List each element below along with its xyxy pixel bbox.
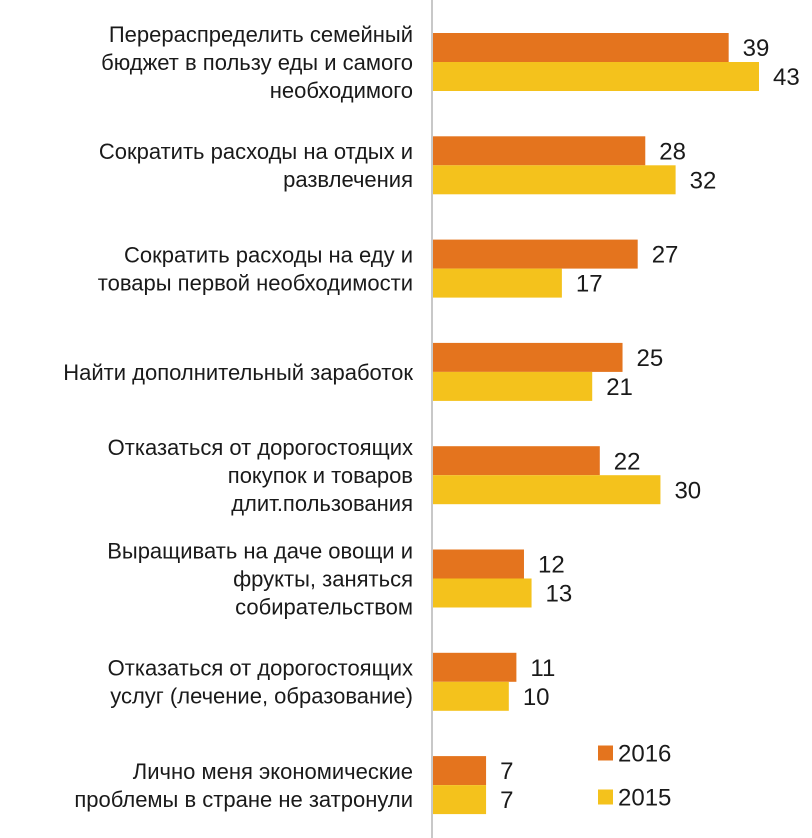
category-label: Найти дополнительный заработок [63, 360, 413, 385]
bar-2015 [433, 371, 593, 401]
category-label-line: бюджет в пользу еды и самого [101, 50, 413, 75]
category-label-line: Отказаться от дорогостоящих [108, 656, 413, 681]
data-label-2015: 21 [606, 374, 633, 401]
category-label-line: Лично меня экономические [133, 759, 413, 784]
category-label-line: Выращивать на даче овощи и [107, 538, 413, 563]
category-label: Выращивать на даче овощи и фрукты, занять… [107, 538, 413, 619]
data-label-2015: 10 [523, 684, 550, 711]
legend-label-2016: 2016 [618, 741, 671, 768]
data-label-2016: 25 [637, 345, 664, 372]
bar-2015 [433, 268, 562, 298]
category-label: Перераспределить семейный бюджет в пользу… [101, 22, 413, 103]
data-label-2016: 22 [614, 448, 641, 475]
bar-2016 [433, 446, 600, 476]
category-label-line: Сократить расходы на отдых и [99, 139, 413, 164]
bar-2016 [433, 342, 623, 372]
data-label-2016: 28 [659, 138, 686, 165]
category-label-line: необходимого [270, 78, 413, 103]
bar-2015 [433, 681, 509, 711]
bar-2016 [433, 652, 517, 682]
data-label-2015: 17 [576, 271, 603, 298]
data-label-2016: 39 [743, 35, 770, 62]
bar-2015 [433, 62, 759, 91]
bar-2016 [433, 549, 524, 579]
data-label-2015: 7 [500, 787, 513, 814]
data-label-2016: 27 [652, 242, 679, 269]
category-label-line: услуг (лечение, образование) [110, 684, 413, 709]
bar-2015 [433, 785, 487, 815]
bar-2015 [433, 578, 532, 608]
bar-2016 [433, 33, 729, 62]
category-label: Сократить расходы на отдых и развлечения [99, 139, 413, 192]
category-label-line: Перераспределить семейный [109, 22, 413, 47]
category-label: Отказаться от дорогостоящих услуг (лечени… [108, 656, 413, 709]
data-label-2015: 43 [773, 64, 800, 91]
bar-2016 [433, 756, 487, 786]
category-label: Сократить расходы на еду и товары первой … [98, 243, 413, 296]
category-label-line: собирательством [235, 594, 413, 619]
data-label-2015: 13 [546, 581, 573, 608]
category-label-line: товары первой необходимости [98, 271, 413, 296]
category-label-line: длит.пользования [231, 491, 413, 516]
data-label-2016: 12 [538, 552, 565, 579]
category-label-line: Найти дополнительный заработок [63, 360, 413, 385]
bar-2015 [433, 165, 676, 195]
category-label: Лично меня экономические проблемы в стран… [74, 759, 413, 812]
category-label-line: развлечения [283, 167, 413, 192]
category-label-line: покупок и товаров [228, 463, 413, 488]
legend-swatch-2016 [598, 745, 613, 761]
legend: 2016 2015 [598, 741, 671, 812]
category-label-line: Отказаться от дорогостоящих [108, 435, 413, 460]
category-label: Отказаться от дорогостоящих покупок и тов… [108, 435, 413, 516]
legend-swatch-2015 [598, 789, 613, 805]
category-label-line: проблемы в стране не затронули [74, 787, 413, 812]
category-label-line: Сократить расходы на еду и [124, 243, 413, 268]
bar-2016 [433, 239, 638, 269]
legend-label-2015: 2015 [618, 785, 671, 812]
bar-2016 [433, 136, 646, 166]
data-label-2015: 32 [690, 167, 717, 194]
data-label-2016: 7 [500, 758, 513, 785]
category-label-line: фрукты, заняться [233, 566, 413, 591]
data-label-2016: 11 [530, 655, 555, 682]
data-label-2015: 30 [674, 477, 701, 504]
bar-2015 [433, 475, 661, 505]
